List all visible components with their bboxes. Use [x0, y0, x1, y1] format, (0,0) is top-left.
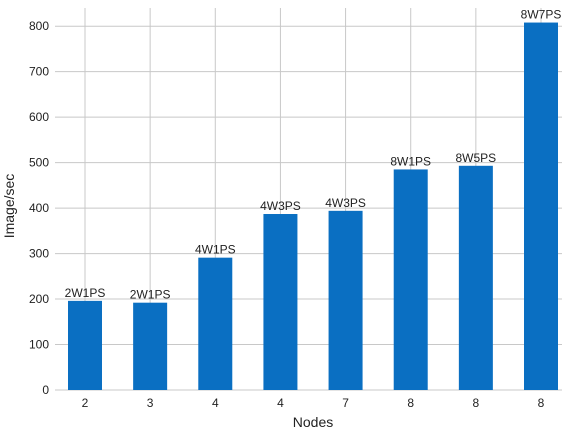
y-tick-label: 300 — [29, 247, 49, 261]
y-tick-label: 600 — [29, 110, 49, 124]
bar — [68, 300, 102, 390]
x-tick-label: 3 — [147, 396, 154, 410]
bar-data-label: 2W1PS — [130, 288, 171, 302]
bar-labels: 2W1PS 2W1PS 4W1PS 4W3PS 4W3PS 8W1PS 8W5PS 8W7PS — [65, 8, 562, 302]
x-tick-label: 2 — [82, 396, 89, 410]
x-tick-labels: 2 3 4 4 7 8 8 8 — [82, 396, 545, 410]
y-tick-labels: 0 100 200 300 400 500 600 700 800 — [29, 19, 49, 397]
bar-data-label: 2W1PS — [65, 286, 106, 300]
bar — [133, 302, 168, 390]
bar — [198, 257, 233, 390]
x-tick-label: 8 — [473, 396, 480, 410]
y-tick-label: 100 — [29, 338, 49, 352]
y-tick-label: 700 — [29, 65, 49, 79]
y-tick-label: 200 — [29, 292, 49, 306]
bar — [458, 165, 493, 390]
bar-data-label: 8W5PS — [456, 151, 497, 165]
bar-data-label: 8W7PS — [521, 8, 562, 22]
x-tick-label: 8 — [538, 396, 545, 410]
y-tick-label: 0 — [42, 383, 49, 397]
y-tick-label: 800 — [29, 19, 49, 33]
bar — [524, 22, 558, 391]
y-tick-label: 400 — [29, 201, 49, 215]
y-axis-title: Image/sec — [1, 174, 17, 239]
bar-data-label: 4W1PS — [195, 243, 236, 257]
bar-data-label: 4W3PS — [260, 199, 301, 213]
bar-data-label: 4W3PS — [325, 196, 366, 210]
x-tick-label: 4 — [277, 396, 284, 410]
x-axis-title: Nodes — [293, 414, 333, 430]
bar — [328, 210, 363, 390]
x-tick-label: 7 — [342, 396, 349, 410]
bar-data-label: 8W1PS — [390, 154, 431, 168]
bars — [68, 22, 558, 391]
bar — [263, 214, 298, 390]
x-tick-label: 4 — [212, 396, 219, 410]
bar — [393, 169, 428, 390]
x-tick-label: 8 — [407, 396, 414, 410]
y-tick-label: 500 — [29, 156, 49, 170]
